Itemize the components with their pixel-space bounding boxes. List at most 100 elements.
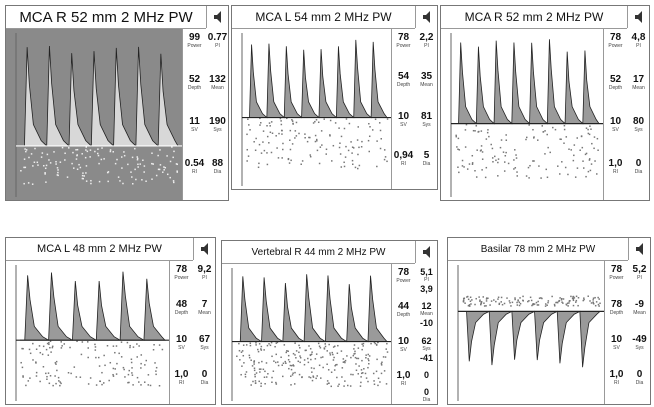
- speaker-button[interactable]: [193, 238, 215, 260]
- speaker-button[interactable]: [206, 6, 228, 28]
- speckle: [598, 298, 600, 300]
- speckle: [68, 147, 70, 149]
- speckle: [89, 156, 91, 158]
- readout: 4,8 PI: [627, 32, 649, 49]
- speckle: [352, 354, 355, 357]
- speckle: [497, 175, 499, 177]
- doppler-panel: Basilar 78 mm 2 MHz PW 78 Power 78 Depth 10 SV…: [447, 237, 651, 405]
- speckle: [479, 299, 481, 301]
- speckle: [317, 342, 320, 345]
- speckle: [107, 171, 110, 173]
- speckle: [286, 350, 288, 352]
- speckle: [525, 138, 527, 141]
- speckle: [354, 350, 356, 353]
- speaker-button[interactable]: [415, 6, 437, 28]
- speckle: [482, 296, 485, 298]
- speckle: [329, 354, 332, 356]
- speckle: [349, 385, 352, 387]
- speckle: [532, 302, 534, 305]
- speckle: [560, 138, 562, 141]
- readout: 0.54 RI: [183, 158, 206, 175]
- speckle: [252, 380, 254, 383]
- speckle: [485, 297, 488, 299]
- speckle: [379, 381, 381, 383]
- speckle: [294, 342, 296, 344]
- speckle: [487, 129, 489, 131]
- speckle: [311, 351, 313, 353]
- speckle: [114, 351, 116, 354]
- speckle: [514, 298, 516, 301]
- speckle: [533, 137, 535, 139]
- readout: 1,0 RI: [170, 369, 193, 386]
- speckle: [290, 368, 293, 371]
- speckle: [299, 361, 301, 364]
- speckle: [50, 351, 52, 353]
- speckle: [334, 122, 337, 124]
- speckle: [259, 371, 261, 373]
- speckle: [259, 124, 261, 126]
- speckle: [82, 172, 84, 174]
- speckle: [155, 373, 157, 376]
- speckle: [573, 297, 576, 299]
- speckle: [292, 352, 295, 355]
- speckle: [481, 169, 483, 171]
- readout: 0 Dia: [627, 158, 649, 175]
- speckle: [466, 296, 468, 298]
- speckle: [95, 384, 98, 386]
- speckle: [344, 156, 347, 158]
- readout-label: PI: [215, 43, 220, 49]
- readout-label: Power: [174, 275, 189, 281]
- speckle: [462, 301, 465, 303]
- speckle: [561, 161, 563, 163]
- speckle: [288, 162, 291, 164]
- speckle: [598, 305, 600, 307]
- speckle: [169, 176, 171, 179]
- speckle: [376, 343, 378, 346]
- speckle: [367, 366, 369, 369]
- speckle: [377, 341, 379, 344]
- speckle: [475, 176, 478, 178]
- doppler-panel: Vertebral R 44 mm 2 MHz PW 78 Power 44 Depth…: [221, 240, 438, 405]
- speckle: [140, 362, 142, 365]
- speckle: [347, 149, 350, 152]
- speckle: [61, 345, 63, 347]
- readout-value: 78: [397, 32, 410, 43]
- speckle: [151, 152, 153, 154]
- speckle: [272, 370, 275, 372]
- speckle: [85, 172, 87, 174]
- speaker-button[interactable]: [415, 241, 437, 263]
- speckle: [116, 158, 118, 161]
- speckle: [106, 344, 109, 347]
- speckle: [457, 148, 459, 151]
- speckle: [299, 356, 302, 359]
- speckle: [261, 360, 263, 363]
- speckle: [373, 380, 375, 382]
- speckle: [314, 140, 317, 143]
- readout-value: 1,0: [609, 369, 624, 380]
- speckle: [147, 374, 150, 376]
- speckle: [374, 342, 377, 345]
- speckle: [52, 384, 54, 387]
- doppler-panel: MCA L 48 mm 2 MHz PW 78 Power 48 Depth 10 SV 1,…: [5, 237, 216, 405]
- readout: 17 Mean: [627, 74, 649, 91]
- speaker-button[interactable]: [628, 238, 650, 260]
- speckle: [474, 130, 476, 132]
- readout: 3,9: [415, 284, 437, 294]
- speckle: [307, 357, 309, 360]
- readout-label: Depth: [609, 310, 624, 316]
- speckle: [562, 298, 565, 300]
- speckle: [129, 344, 131, 347]
- speckle: [47, 372, 50, 374]
- speckle: [127, 373, 130, 376]
- speckle: [255, 137, 257, 140]
- speckle: [122, 182, 124, 185]
- speckle: [315, 377, 317, 380]
- speckle: [325, 148, 328, 151]
- speckle: [331, 351, 333, 354]
- speckle: [255, 372, 258, 374]
- speckle: [265, 376, 268, 378]
- speckle: [266, 152, 268, 154]
- readout: 1,0 RI: [392, 370, 415, 387]
- speckle: [504, 155, 507, 157]
- speaker-button[interactable]: [627, 6, 649, 28]
